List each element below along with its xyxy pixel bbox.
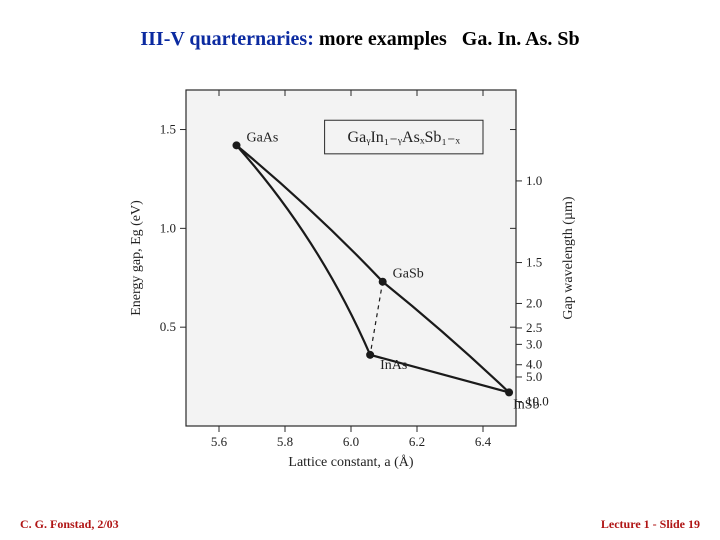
svg-text:2.0: 2.0 [526, 295, 542, 310]
svg-text:GaSb: GaSb [393, 267, 424, 282]
svg-text:0.5: 0.5 [160, 319, 176, 334]
svg-text:InAs: InAs [380, 358, 407, 373]
title-part-2: more examples [319, 28, 447, 50]
chart-svg: 5.6 5.8 6.0 6.2 6.4 Lattice constant, a (Å) 0.… [108, 68, 598, 476]
svg-text:Gap wavelength (µm): Gap wavelength (µm) [561, 196, 576, 319]
footer-slide-number: Lecture 1 - Slide 19 [601, 517, 700, 532]
svg-text:InSb: InSb [513, 397, 539, 412]
svg-text:6.0: 6.0 [343, 434, 359, 449]
svg-text:1.5: 1.5 [526, 255, 542, 270]
svg-text:3.0: 3.0 [526, 336, 542, 351]
svg-text:5.6: 5.6 [211, 434, 228, 449]
svg-text:1.0: 1.0 [526, 173, 542, 188]
svg-text:1.5: 1.5 [160, 122, 176, 137]
slide-title: III-V quarternaries: more examples Ga. I… [0, 28, 720, 51]
title-part-3: Ga. In. As. Sb [462, 28, 580, 50]
svg-text:6.2: 6.2 [409, 434, 425, 449]
svg-text:1.0: 1.0 [160, 220, 176, 235]
footer-author: C. G. Fonstad, 2/03 [20, 517, 119, 532]
svg-text:Energy gap, Eg (eV): Energy gap, Eg (eV) [129, 200, 144, 316]
svg-text:GaᵧIn₁₋ᵧAsₓSb₁₋ₓ: GaᵧIn₁₋ᵧAsₓSb₁₋ₓ [348, 129, 461, 146]
svg-text:GaAs: GaAs [246, 130, 278, 145]
svg-text:2.5: 2.5 [526, 320, 542, 335]
title-part-1: III-V quarternaries: [140, 28, 314, 50]
svg-text:5.8: 5.8 [277, 434, 293, 449]
bandgap-chart: 5.6 5.8 6.0 6.2 6.4 Lattice constant, a (Å) 0.… [108, 68, 598, 476]
svg-text:6.4: 6.4 [475, 434, 492, 449]
svg-text:5.0: 5.0 [526, 369, 542, 384]
svg-text:Lattice constant, a (Å): Lattice constant, a (Å) [288, 454, 414, 470]
